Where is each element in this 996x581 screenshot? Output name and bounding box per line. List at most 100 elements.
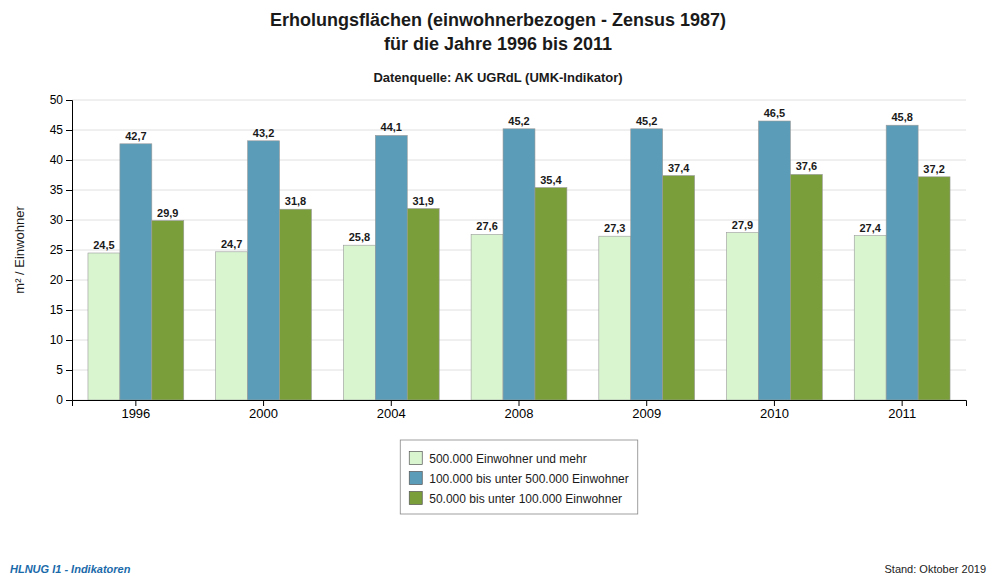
tick-label: 45 (50, 123, 64, 137)
y-tick: 5 (56, 363, 72, 377)
x-tick: 2010 (760, 400, 789, 421)
x-tick: 2008 (505, 400, 534, 421)
data-label: 37,6 (796, 160, 817, 172)
axis-line (73, 401, 967, 407)
title: Erholungsflächen (einwohnerbezogen - Zen… (270, 10, 726, 30)
bar (599, 236, 631, 400)
tick-label: 2011 (888, 406, 916, 421)
y-axis: 05101520253035404550 (50, 93, 73, 407)
tick-mark (135, 400, 136, 406)
data-label: 29,9 (157, 207, 178, 219)
bars (88, 121, 950, 400)
tick-mark (66, 280, 72, 281)
x-tick: 2004 (377, 400, 406, 421)
bar (631, 129, 663, 400)
data-label: 43,2 (253, 127, 274, 139)
subtitle: Datenquelle: AK UGRdL (UMK-Indikator) (373, 70, 622, 85)
tick-label: 2010 (760, 406, 789, 421)
tick-mark (66, 310, 72, 311)
footer: Stand: Oktober 2019 (884, 563, 986, 575)
data-label: 35,4 (540, 174, 562, 186)
tick-mark (66, 160, 72, 161)
bar (152, 221, 184, 400)
y-tick: 25 (50, 243, 72, 257)
tick-label: 35 (50, 183, 64, 197)
bar-series (152, 174, 950, 400)
tick-label: 2008 (505, 406, 534, 421)
tick-mark (66, 220, 72, 221)
y-tick: 50 (50, 93, 72, 107)
data-labels: 24,524,725,827,627,327,927,442,743,244,1… (93, 107, 945, 251)
bar (407, 209, 439, 400)
x-tick: 2009 (632, 400, 661, 421)
bar (120, 144, 152, 400)
tick-label: 50 (50, 93, 64, 107)
bar (216, 252, 248, 400)
title: für die Jahre 1996 bis 2011 (384, 34, 612, 54)
y-tick: 35 (50, 183, 72, 197)
data-label: 24,5 (93, 239, 114, 251)
tick-mark (66, 100, 72, 101)
data-label: 27,6 (476, 220, 497, 232)
bar (535, 188, 567, 400)
data-label: 44,1 (381, 121, 402, 133)
tick-label: 40 (50, 153, 64, 167)
y-tick: 40 (50, 153, 72, 167)
bar (918, 177, 950, 400)
y-tick: 15 (50, 303, 72, 317)
tick-mark (66, 400, 72, 401)
data-label: 31,8 (285, 195, 306, 207)
bar (248, 141, 280, 400)
tick-mark (519, 400, 520, 406)
data-label: 45,2 (508, 115, 529, 127)
bar (790, 174, 822, 400)
tick-mark (66, 340, 72, 341)
legend-item: 500.000 Einwohner und mehr (409, 452, 586, 467)
bar (280, 209, 312, 400)
legend: 500.000 Einwohner und mehr 100.000 bis un… (400, 440, 637, 514)
tick-label: 25 (50, 243, 64, 257)
tick-label: 15 (50, 303, 64, 317)
grid-line (72, 100, 966, 101)
x-tick: 1996 (121, 400, 150, 421)
axis-line (66, 101, 73, 401)
bar (375, 135, 407, 400)
legend-frame (400, 440, 637, 514)
bar (758, 121, 790, 400)
tick-label: 2009 (632, 406, 661, 421)
tick-mark (391, 400, 392, 406)
data-label: 45,2 (636, 115, 657, 127)
tick-label: 2000 (249, 406, 278, 421)
tick-label: 2004 (377, 406, 406, 421)
grid (72, 100, 966, 400)
chart: Erholungsflächen (einwohnerbezogen - Zen… (0, 0, 996, 581)
legend-label: 100.000 bis unter 500.000 Einwohner (429, 472, 628, 486)
data-label: 27,4 (860, 222, 882, 234)
bar (663, 176, 695, 400)
bar (471, 234, 503, 400)
tick-label: 30 (50, 213, 64, 227)
y-tick: 45 (50, 123, 72, 137)
bar (88, 253, 120, 400)
data-label: 37,4 (668, 162, 690, 174)
tick-label: 1996 (121, 406, 150, 421)
legend-item: 100.000 bis unter 500.000 Einwohner (409, 472, 628, 487)
y-tick: 10 (50, 333, 72, 347)
legend-swatch (409, 452, 422, 465)
plot: 24,524,725,827,627,327,927,442,743,244,1… (12, 93, 967, 421)
tick-label: 5 (56, 363, 63, 377)
data-label: 25,8 (349, 231, 370, 243)
data-label: 37,2 (923, 163, 944, 175)
tick-mark (902, 400, 903, 406)
x-axis: 1996 2000 2004 2008 2009 2010 2011 (73, 400, 967, 421)
footer: HLNUG I1 - Indikatoren (10, 563, 131, 575)
legend-swatch (409, 472, 422, 485)
tick-label: 20 (50, 273, 64, 287)
tick-label: 10 (50, 333, 64, 347)
legend-label: 50.000 bis unter 100.000 Einwohner (429, 492, 622, 506)
data-label: 42,7 (125, 130, 146, 142)
bar (886, 125, 918, 400)
tick-mark (66, 370, 72, 371)
data-label: 46,5 (764, 107, 785, 119)
tick-mark (66, 130, 72, 131)
